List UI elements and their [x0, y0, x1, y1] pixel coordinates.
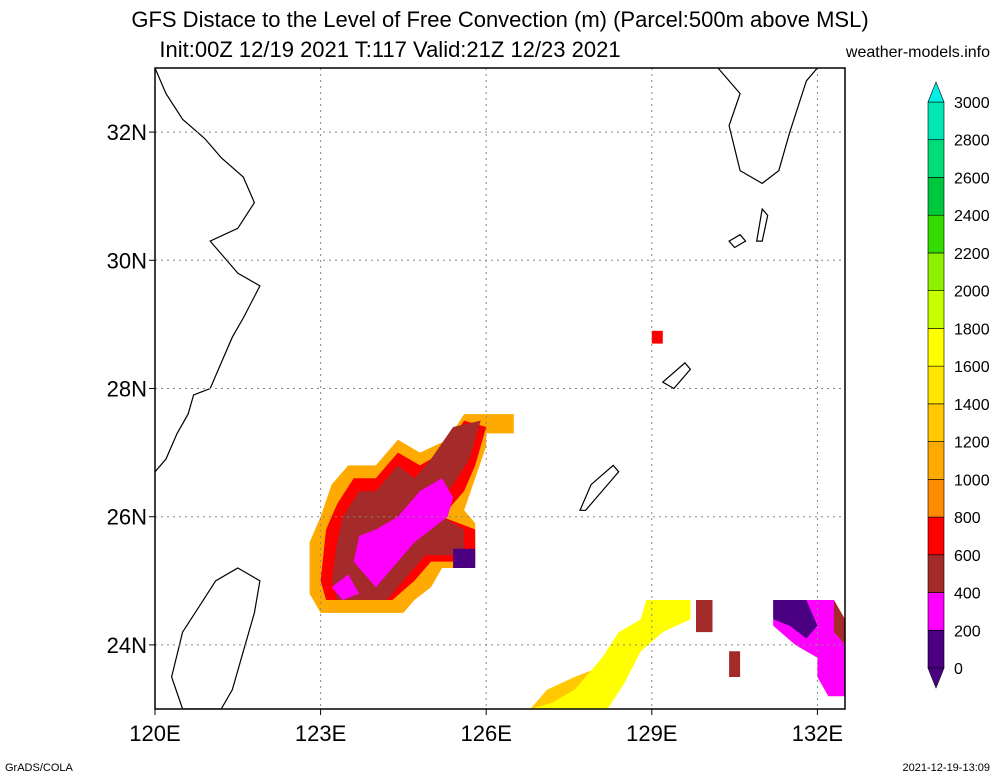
lat-tick-label: 28N: [107, 377, 147, 402]
colorbar-segment: [927, 629, 945, 669]
axis-ticks: 120E 123E 126E 129E 132E 24N 26N 28N 30N 32N: [107, 120, 843, 746]
colorbar-label: 400: [954, 586, 981, 603]
coastline-layer: [155, 68, 818, 709]
coastline-taiwan-coast: [170, 567, 261, 709]
footer-software-label: GrADS/COLA: [5, 762, 73, 774]
lat-tick-label: 24N: [107, 633, 147, 658]
colorbar-segment: [927, 592, 945, 631]
colorbar-segment: [927, 479, 945, 518]
coastline-okinawa-island: [579, 464, 620, 511]
lon-tick-label: 120E: [129, 721, 180, 746]
field-main-blob-purple: [453, 548, 476, 568]
footer-timestamp: 2021-12-19-13:09: [902, 762, 990, 774]
colorbar-segment: [927, 403, 945, 442]
colorbar-label: 800: [954, 510, 981, 527]
colorbar: 0 200 400 600 800 1000 1200 1400 1600 1800 2000 220…: [927, 81, 990, 689]
colorbar-label: 600: [954, 548, 981, 565]
colorbar-segment: [927, 214, 945, 254]
colorbar-label: 1200: [954, 435, 990, 452]
lon-tick-label: 132E: [792, 721, 843, 746]
lon-tick-label: 129E: [626, 721, 677, 746]
chart-title: GFS Distace to the Level of Free Convect…: [131, 7, 869, 32]
field-north-dot: [651, 330, 663, 344]
colorbar-min-arrow: [927, 667, 945, 689]
colorbar-label: 2200: [954, 246, 990, 263]
chart-subtitle: Init:00Z 12/19 2021 T:117 Valid:21Z 12/2…: [159, 37, 621, 62]
site-label: weather-models.info: [845, 44, 990, 61]
colorbar-label: 3000: [954, 95, 990, 112]
colorbar-label: 2400: [954, 208, 990, 225]
colorbar-segment: [927, 101, 945, 141]
lfc-field-layer: [309, 330, 845, 709]
coastline-kyushu-coast: [717, 68, 818, 185]
colorbar-segment: [927, 290, 945, 329]
lat-tick-label: 32N: [107, 120, 147, 145]
colorbar-segment: [927, 139, 945, 178]
colorbar-label: 1800: [954, 321, 990, 338]
colorbar-segment: [927, 252, 945, 291]
coastline-yakushima: [728, 233, 747, 249]
field-south-orange-strip: [530, 670, 592, 709]
colorbar-segment: [927, 441, 945, 480]
colorbar-label: 1000: [954, 472, 990, 489]
colorbar-segment: [927, 328, 945, 367]
colorbar-label: 0: [954, 661, 963, 678]
colorbar-label: 200: [954, 623, 981, 640]
colorbar-segment: [927, 365, 945, 405]
colorbar-label: 2000: [954, 284, 990, 301]
field-main-blob-magenta-1: [353, 478, 454, 588]
grid-layer: [155, 68, 845, 709]
lon-tick-label: 123E: [295, 721, 346, 746]
colorbar-segment: [927, 177, 945, 216]
colorbar-segment: [927, 516, 945, 556]
lat-tick-label: 30N: [107, 248, 147, 273]
field-south-yellow-strip: [530, 600, 691, 709]
colorbar-label: 2600: [954, 170, 990, 187]
field-main-blob-magenta-2: [331, 574, 360, 600]
coastline-tanegashima: [755, 207, 769, 242]
field-east-purple: [773, 600, 818, 639]
coastline-china-coast: [155, 68, 261, 473]
colorbar-label: 1400: [954, 397, 990, 414]
lon-tick-label: 126E: [461, 721, 512, 746]
colorbar-label: 1600: [954, 359, 990, 376]
colorbar-max-arrow: [927, 81, 945, 103]
coastline-amami-island: [661, 362, 692, 390]
colorbar-label: 2800: [954, 133, 990, 150]
field-east-brown-2: [729, 651, 741, 677]
field-east-brown-3: [834, 600, 845, 645]
colorbar-segment: [927, 554, 945, 593]
field-east-brown-1: [696, 600, 713, 633]
lat-tick-label: 26N: [107, 505, 147, 530]
